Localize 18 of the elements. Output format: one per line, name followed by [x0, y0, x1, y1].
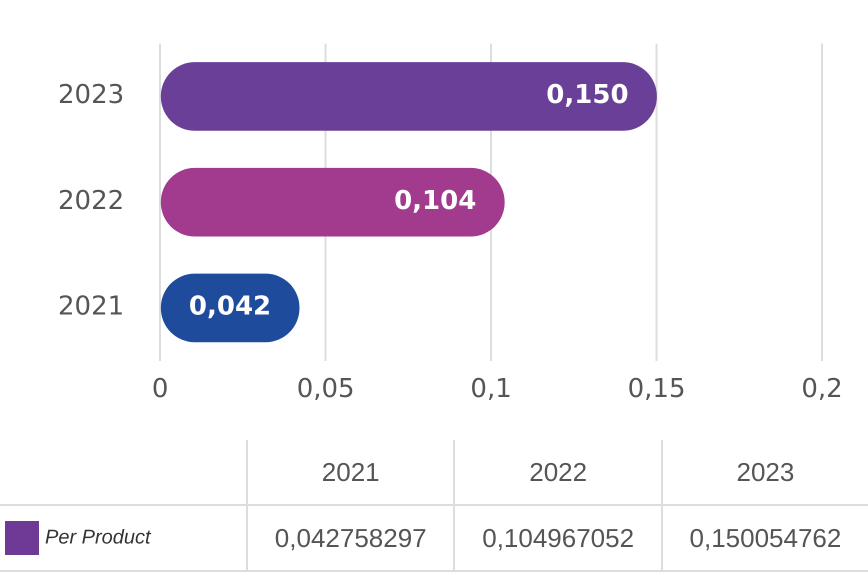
text: 0,104967052: [454, 505, 662, 571]
y-tick-label: 2022: [58, 186, 124, 216]
category-label: 2021: [322, 456, 380, 486]
text: 0,150054762: [662, 505, 868, 571]
x-tick-label: 0: [152, 374, 168, 404]
x-tick-label: 0,2: [801, 374, 843, 404]
data-label: 0,150: [546, 80, 629, 110]
x-tick-label: 0,15: [628, 374, 686, 404]
legend-label: Per Product: [0, 505, 247, 571]
y-tick-label: 2023: [58, 80, 124, 110]
x-tick-label: 0,05: [296, 374, 355, 404]
category-label: 2022: [529, 456, 588, 486]
text: 0,042758297: [247, 505, 454, 571]
data-label: 0,042: [188, 292, 272, 322]
y-tick-label: 2021: [58, 292, 124, 322]
category-label: 2023: [736, 456, 794, 486]
data-label: 0,104: [394, 186, 476, 216]
x-tick-label: 0,1: [470, 374, 512, 404]
